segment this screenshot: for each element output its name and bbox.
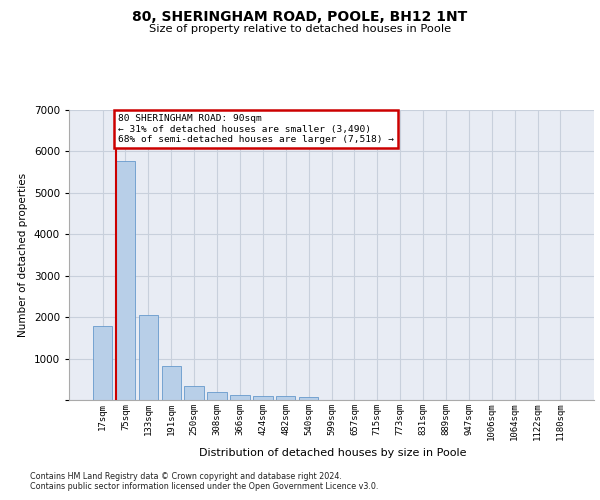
Y-axis label: Number of detached properties: Number of detached properties <box>18 173 28 337</box>
Bar <box>93 326 112 400</box>
Text: 80 SHERINGHAM ROAD: 90sqm
← 31% of detached houses are smaller (3,490)
68% of se: 80 SHERINGHAM ROAD: 90sqm ← 31% of detac… <box>118 114 394 144</box>
Bar <box>276 396 295 400</box>
Bar <box>208 392 227 400</box>
Text: Size of property relative to detached houses in Poole: Size of property relative to detached ho… <box>149 24 451 34</box>
Bar <box>253 396 272 400</box>
Bar <box>139 314 158 400</box>
Text: 80, SHERINGHAM ROAD, POOLE, BH12 1NT: 80, SHERINGHAM ROAD, POOLE, BH12 1NT <box>133 10 467 24</box>
Bar <box>116 160 135 400</box>
Text: Contains HM Land Registry data © Crown copyright and database right 2024.: Contains HM Land Registry data © Crown c… <box>30 472 342 481</box>
Text: Contains public sector information licensed under the Open Government Licence v3: Contains public sector information licen… <box>30 482 379 491</box>
Text: Distribution of detached houses by size in Poole: Distribution of detached houses by size … <box>199 448 467 458</box>
Bar <box>299 397 319 400</box>
Bar <box>184 386 204 400</box>
Bar <box>161 366 181 400</box>
Bar <box>230 395 250 400</box>
